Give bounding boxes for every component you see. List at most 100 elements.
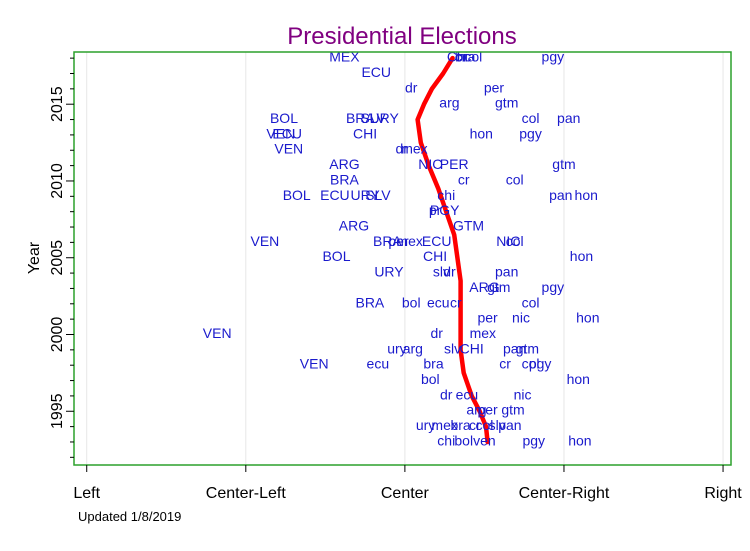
point-label: pgy (522, 432, 545, 448)
point-label: BRA (346, 110, 375, 126)
point-label: pan (557, 110, 580, 126)
point-label: bra (450, 417, 470, 433)
point-label: ven (473, 432, 496, 448)
point-label: ECU (320, 187, 350, 203)
point-label: dr (440, 386, 453, 402)
trend-layer (415, 55, 490, 445)
point-label: BOL (270, 110, 298, 126)
point-label: ARG (469, 279, 499, 295)
point-label: bol (454, 432, 473, 448)
point-label: col (522, 356, 540, 372)
point-label: slv (433, 264, 450, 280)
y-tick-label: 1995 (49, 393, 66, 429)
point-label: nic (512, 310, 530, 326)
y-tick-label: 2015 (49, 86, 66, 122)
point-label: BRA (330, 171, 359, 187)
x-tick-label: Center (381, 485, 430, 502)
point-label: pgy (542, 49, 565, 65)
point-label: hon (570, 248, 593, 264)
point-label: pan (498, 417, 521, 433)
point-label: ARG (329, 156, 359, 172)
point-label: CHI (423, 248, 447, 264)
trend-line (415, 55, 490, 445)
point-label: GTM (453, 217, 484, 233)
point-label: ury (387, 340, 406, 356)
point-label: bol (402, 294, 421, 310)
point-label: NIC (418, 156, 442, 172)
point-label: dr (395, 141, 408, 157)
point-label: MEX (329, 49, 360, 65)
point-label: ARG (339, 217, 369, 233)
point-label: dr (430, 325, 443, 341)
point-label: hon (568, 432, 591, 448)
x-tick-label: Right (704, 485, 742, 502)
point-label: CHI (460, 340, 484, 356)
point-label: nic (514, 386, 532, 402)
point-label: mex (431, 417, 457, 433)
point-label: pan (495, 264, 518, 280)
point-label: pgy (529, 356, 552, 372)
point-label: URY (350, 187, 380, 203)
point-label: PER (440, 156, 469, 172)
point-label: bol (421, 371, 440, 387)
footnote-updated: Updated 1/8/2019 (78, 509, 181, 524)
point-label: arg (403, 340, 423, 356)
point-label: chi (437, 187, 455, 203)
point-label: ecu (456, 386, 479, 402)
point-label: arg (439, 95, 459, 111)
point-label: col (506, 171, 524, 187)
point-label: gtm (487, 279, 510, 295)
point-label: BRA (355, 294, 384, 310)
point-label: hon (575, 187, 598, 203)
y-tick-label: 2000 (49, 317, 66, 353)
y-tick-label: 2010 (49, 163, 66, 199)
point-label: VEN (274, 141, 303, 157)
point-label: cr (469, 417, 481, 433)
point-label: per (388, 233, 409, 249)
point-label: mex (401, 141, 427, 157)
point-label: col (475, 417, 493, 433)
point-label: per (484, 79, 505, 95)
point-label: PGY (430, 202, 460, 218)
point-label: hon (567, 371, 590, 387)
point-label: slv (489, 417, 506, 433)
point-label: dr (443, 264, 456, 280)
point-label: gtm (501, 402, 524, 418)
point-label: hon (576, 310, 599, 326)
x-tick-label: Center-Right (519, 485, 610, 502)
point-label: cr (458, 171, 470, 187)
y-axis: 1995 2000 2005 2010 2015 (49, 57, 74, 458)
point-label: col (522, 294, 540, 310)
point-label: pgy (519, 125, 542, 141)
point-label: ECU (272, 125, 302, 141)
point-label: ECU (361, 64, 391, 80)
point-label: BOL (322, 248, 350, 264)
point-label: ECU (422, 233, 452, 249)
point-label: NIC (496, 233, 520, 249)
chart-title: Presidential Elections (287, 23, 516, 50)
x-tick-label: Center-Left (206, 485, 287, 502)
point-label: URY (374, 264, 404, 280)
point-label: pan (503, 340, 526, 356)
point-label: cr (450, 294, 462, 310)
point-label: gtm (552, 156, 575, 172)
point-label: mex (396, 233, 422, 249)
x-tick-label: Left (73, 485, 100, 502)
point-label: dr (405, 79, 418, 95)
point-label: ecu (367, 356, 390, 372)
point-label: CHI (353, 125, 377, 141)
y-tick-label: 2005 (49, 240, 66, 276)
point-label: bra (423, 356, 443, 372)
point-label: pr (429, 202, 442, 218)
point-label: VEN (203, 325, 232, 341)
point-label: BRA (373, 233, 402, 249)
point-label: BOL (283, 187, 311, 203)
grid-lines (86, 52, 724, 465)
point-label: gtm (495, 95, 518, 111)
point-label: per (477, 310, 498, 326)
point-label: VEN (250, 233, 279, 249)
point-label: gtm (516, 340, 539, 356)
point-label: pgy (542, 279, 565, 295)
point-label: pan (549, 187, 572, 203)
